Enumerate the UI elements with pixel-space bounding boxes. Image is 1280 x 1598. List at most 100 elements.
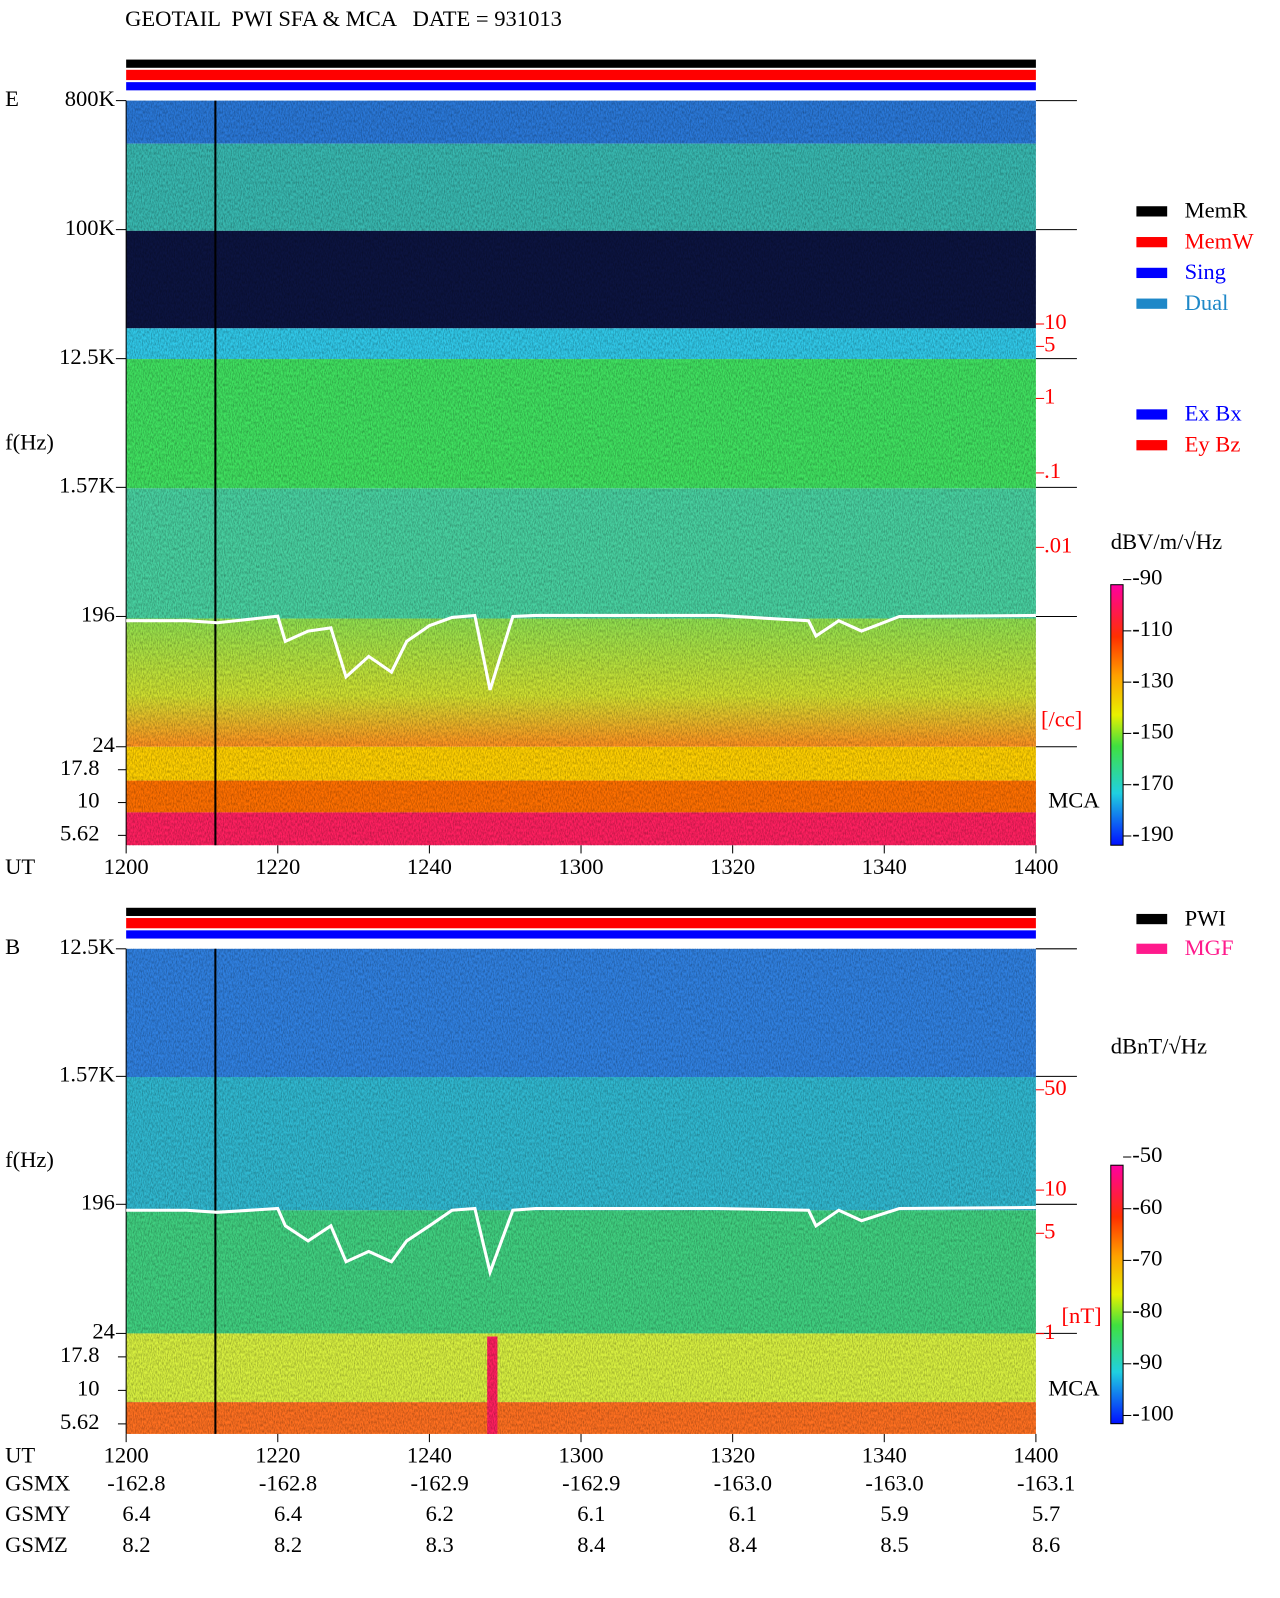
legend-label: Ex Bx bbox=[1185, 401, 1242, 426]
status-bar bbox=[126, 59, 1036, 68]
colorbar-tick-label: -100 bbox=[1132, 1401, 1173, 1426]
legend-swatch bbox=[1136, 206, 1168, 217]
orbit-value: 8.4 bbox=[729, 1532, 757, 1557]
density-line bbox=[126, 613, 1036, 691]
legend-swatch bbox=[1136, 298, 1168, 309]
x-tick-label: 1400 bbox=[1013, 1443, 1058, 1468]
y-tick-label: 196 bbox=[81, 1189, 115, 1214]
colorbar-tick-label: -150 bbox=[1132, 719, 1173, 744]
y-axis-label: f(Hz) bbox=[5, 429, 54, 454]
orbit-value: 6.4 bbox=[122, 1501, 150, 1526]
orbit-value: 8.4 bbox=[577, 1532, 605, 1557]
x-tick-label: 1200 bbox=[104, 854, 149, 879]
colorbar-label: dBV/m/√Hz bbox=[1111, 529, 1222, 554]
mca-tick-label: 5.62 bbox=[60, 1409, 99, 1434]
orbit-value: 8.5 bbox=[880, 1532, 908, 1557]
density-line bbox=[126, 1205, 1036, 1278]
orbit-value: -162.8 bbox=[107, 1470, 165, 1495]
colorbar-tick-label: -130 bbox=[1132, 667, 1173, 692]
x-tick-label: 1220 bbox=[255, 1443, 300, 1468]
legend-swatch bbox=[1136, 409, 1168, 420]
mca-tick-label: 17.8 bbox=[60, 755, 99, 780]
legend-swatch bbox=[1136, 913, 1168, 925]
orbit-value: 5.7 bbox=[1032, 1501, 1060, 1526]
x-tick-label: 1320 bbox=[710, 854, 755, 879]
legend-swatch bbox=[1136, 943, 1168, 954]
colorbar-tick-label: -190 bbox=[1132, 821, 1173, 846]
x-tick-label: 1300 bbox=[558, 854, 603, 879]
y-tick-label: 12.5K bbox=[59, 344, 115, 369]
texture bbox=[126, 100, 1036, 846]
y-tick-label: 24 bbox=[92, 732, 115, 757]
y2-tick-label: 1 bbox=[1044, 1319, 1055, 1344]
orbit-value: 8.6 bbox=[1032, 1532, 1060, 1557]
status-bar bbox=[126, 907, 1036, 916]
status-bar bbox=[126, 930, 1036, 939]
y2-tick-label: 5 bbox=[1044, 1218, 1055, 1243]
status-bar bbox=[126, 82, 1036, 91]
y2-tick-label: 10 bbox=[1044, 1175, 1067, 1200]
x-tick-label: 1220 bbox=[255, 854, 300, 879]
legend-label: MemR bbox=[1185, 198, 1248, 223]
orbit-value: 6.1 bbox=[577, 1501, 605, 1526]
status-bar bbox=[126, 69, 1036, 81]
legend-label: MemW bbox=[1185, 228, 1255, 253]
orbit-value: -163.1 bbox=[1017, 1470, 1075, 1495]
colorbar bbox=[1110, 584, 1124, 846]
x-tick-label: 1240 bbox=[407, 854, 452, 879]
mca-label: MCA bbox=[1048, 1376, 1100, 1401]
mca-tick-label: 10 bbox=[77, 1376, 100, 1401]
mca-tick-label: 5.62 bbox=[60, 821, 99, 846]
legend-swatch bbox=[1136, 237, 1168, 248]
colorbar-tick-label: -80 bbox=[1132, 1297, 1162, 1322]
y-tick-label: 1.57K bbox=[59, 473, 115, 498]
orbit-value: -162.9 bbox=[411, 1470, 469, 1495]
colorbar-label: dBnT/√Hz bbox=[1111, 1033, 1207, 1058]
x-tick-label: 1200 bbox=[104, 1443, 149, 1468]
y2-axis-label: [/cc] bbox=[1041, 706, 1082, 731]
x-tick-label: 1400 bbox=[1013, 854, 1058, 879]
mca-label: MCA bbox=[1048, 788, 1100, 813]
orbit-value: 8.3 bbox=[426, 1532, 454, 1557]
colorbar-tick-label: -110 bbox=[1132, 616, 1173, 641]
orbit-label: GSMY bbox=[5, 1501, 70, 1526]
y2-tick-label: 10 bbox=[1044, 309, 1067, 334]
legend-label: Ey Bz bbox=[1185, 431, 1241, 456]
orbit-value: -163.0 bbox=[714, 1470, 772, 1495]
status-bar bbox=[126, 918, 1036, 929]
y-tick-label: 100K bbox=[65, 215, 116, 240]
y2-tick-label: 1 bbox=[1044, 384, 1055, 409]
orbit-label: GSMX bbox=[5, 1470, 70, 1495]
y-tick-label: 800K bbox=[65, 86, 116, 111]
x-axis-label: UT bbox=[5, 1443, 35, 1468]
y2-tick-label: 50 bbox=[1044, 1075, 1067, 1100]
legend-swatch bbox=[1136, 267, 1168, 279]
colorbar-tick-label: -90 bbox=[1132, 565, 1162, 590]
y-tick-label: 1.57K bbox=[59, 1062, 115, 1087]
y2-tick-label: 5 bbox=[1044, 332, 1055, 357]
spectrogram-b bbox=[126, 907, 1036, 1434]
orbit-value: 6.2 bbox=[426, 1501, 454, 1526]
x-axis-label: UT bbox=[5, 854, 35, 879]
x-tick-label: 1300 bbox=[558, 1443, 603, 1468]
x-tick-label: 1240 bbox=[407, 1443, 452, 1468]
panel-label: E bbox=[5, 86, 19, 111]
texture bbox=[126, 948, 1036, 1434]
y2-tick-label: .01 bbox=[1044, 533, 1072, 558]
orbit-label: GSMZ bbox=[5, 1532, 68, 1557]
orbit-value: 5.9 bbox=[880, 1501, 908, 1526]
colorbar-tick-label: -90 bbox=[1132, 1349, 1162, 1374]
colorbar-tick-label: -60 bbox=[1132, 1194, 1162, 1219]
y-tick-label: 196 bbox=[81, 602, 115, 627]
y2-tick-label: .1 bbox=[1044, 458, 1061, 483]
mca-tick-label: 10 bbox=[77, 788, 100, 813]
x-tick-label: 1340 bbox=[862, 854, 907, 879]
y2-axis-label: [nT] bbox=[1062, 1303, 1102, 1328]
orbit-value: -162.8 bbox=[259, 1470, 317, 1495]
x-tick-label: 1340 bbox=[862, 1443, 907, 1468]
orbit-value: 8.2 bbox=[274, 1532, 302, 1557]
mca-tick-label: 17.8 bbox=[60, 1342, 99, 1367]
colorbar bbox=[1110, 1164, 1124, 1425]
